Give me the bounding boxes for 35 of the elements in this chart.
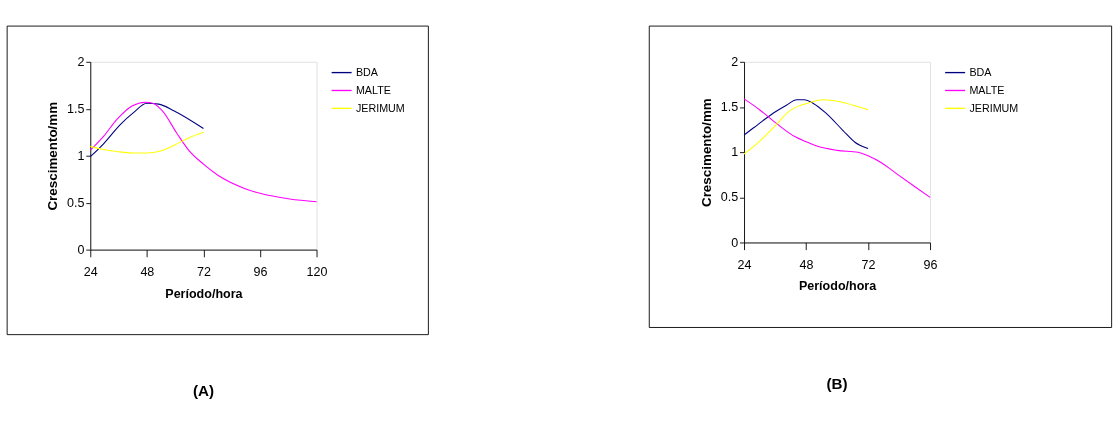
- x-tick-label: 48: [799, 257, 814, 272]
- y-tick-label: 1.5: [720, 100, 739, 115]
- y-axis-title: Crescimento/mm: [699, 98, 715, 208]
- y-tick-label: 0.5: [720, 190, 739, 205]
- y-tick-label: 2: [731, 54, 739, 69]
- y-tick-label: 0: [731, 235, 739, 250]
- x-axis-title: Período/hora: [165, 286, 244, 301]
- legend-label: BDA: [969, 66, 993, 79]
- legend-label: BDA: [355, 66, 379, 79]
- line-series: [89, 102, 204, 158]
- x-axis-title: Período/hora: [798, 279, 878, 294]
- y-tick-label: 1: [77, 148, 85, 163]
- legend-label: MALTE: [969, 84, 1005, 97]
- legend-label: JERIMUM: [355, 101, 405, 114]
- y-tick-label: 1: [731, 145, 739, 160]
- legend-label: MALTE: [355, 84, 391, 97]
- line-series: [89, 101, 318, 203]
- y-tick-label: 2: [77, 54, 85, 69]
- text: (B): [826, 374, 848, 392]
- y-tick-label: 0.5: [67, 195, 85, 210]
- x-tick-label: 96: [253, 265, 268, 280]
- x-tick-label: 120: [306, 265, 328, 280]
- legend-label: JERIMUM: [969, 101, 1019, 114]
- x-tick-label: 24: [83, 265, 98, 280]
- x-tick-label: 24: [737, 257, 752, 272]
- line-series: [743, 98, 931, 198]
- text: (A): [192, 381, 214, 399]
- line-series: [89, 131, 204, 154]
- y-axis-title: Crescimento/mm: [45, 101, 61, 211]
- x-tick-label: 96: [923, 257, 938, 272]
- x-tick-label: 48: [140, 265, 155, 280]
- x-tick-label: 72: [861, 257, 876, 272]
- y-tick-label: 1.5: [67, 101, 85, 116]
- x-tick-label: 72: [196, 265, 211, 280]
- y-tick-label: 0: [77, 242, 85, 257]
